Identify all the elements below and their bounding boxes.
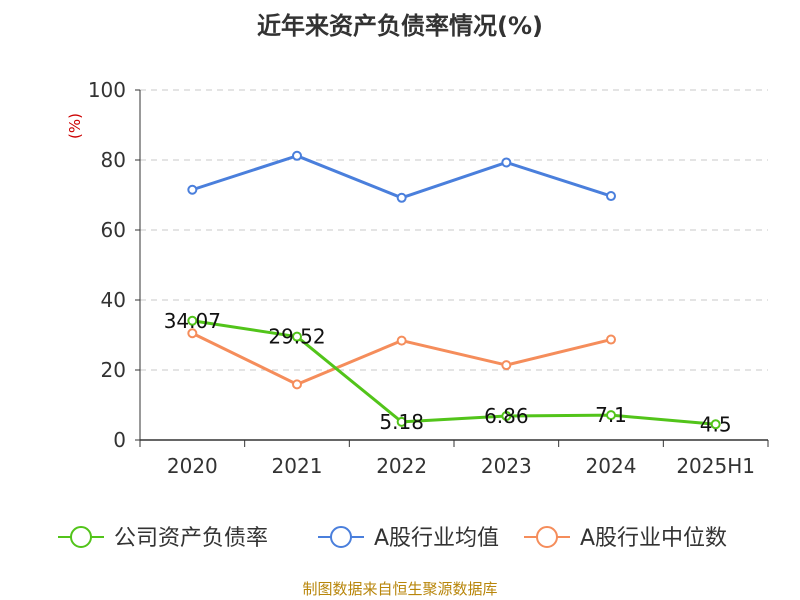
source-footer: 制图数据来自恒生聚源数据库 xyxy=(302,580,498,598)
data-label: 34.07 xyxy=(164,309,221,333)
y-axis-unit: (%) xyxy=(66,113,84,139)
data-point xyxy=(292,150,302,161)
data-label: 29.52 xyxy=(268,325,325,349)
y-tick-label: 20 xyxy=(101,358,126,382)
data-labels: 34.07 29.52 5.18 6.86 7.1 4.5 xyxy=(164,309,732,436)
data-point xyxy=(501,157,512,168)
data-label: 6.86 xyxy=(484,404,529,428)
x-tick-label: 2021 xyxy=(272,454,323,478)
data-point xyxy=(187,328,198,339)
x-tick-label: 2025H1 xyxy=(676,454,755,478)
x-tick-label: 2020 xyxy=(167,454,218,478)
data-point xyxy=(501,360,512,371)
legend: 公司资产负债率 A股行业均值 A股行业中位数 xyxy=(58,526,727,551)
y-tick-label: 0 xyxy=(113,428,126,452)
grid-lines xyxy=(140,89,768,371)
data-point xyxy=(501,410,512,421)
data-point xyxy=(606,191,616,202)
data-point xyxy=(710,419,721,430)
data-point xyxy=(396,192,407,203)
data-point xyxy=(292,379,302,390)
data-label: 7.1 xyxy=(595,403,627,427)
legend-label: A股行业均值 xyxy=(374,526,499,551)
data-point xyxy=(606,334,616,345)
legend-marker xyxy=(70,526,92,548)
y-tick-label: 60 xyxy=(101,218,126,242)
x-tick-label: 2023 xyxy=(481,454,532,478)
data-point xyxy=(187,184,198,195)
x-tick-label: 2024 xyxy=(586,454,637,478)
x-tick-label: 2022 xyxy=(376,454,427,478)
series-lines xyxy=(187,150,721,430)
data-point xyxy=(292,331,302,342)
data-point xyxy=(606,410,616,421)
legend-label: 公司资产负债率 xyxy=(114,526,268,551)
chart-title: 近年来资产负债率情况(%) xyxy=(257,12,543,40)
y-tick-label: 80 xyxy=(101,148,126,172)
y-tick-label: 40 xyxy=(101,288,126,312)
legend-marker xyxy=(536,526,558,548)
data-label: 5.18 xyxy=(379,410,424,434)
legend-label: A股行业中位数 xyxy=(580,526,727,551)
legend-marker xyxy=(330,526,352,548)
data-point xyxy=(396,416,407,427)
data-point xyxy=(396,335,407,346)
series-line-0 xyxy=(192,319,716,426)
data-label: 4.5 xyxy=(700,412,732,436)
series-line-1 xyxy=(191,154,612,200)
axes: 0 20 40 60 80 100(%) 2020 2021 2022 2023 2024 2025H… xyxy=(66,78,769,478)
y-tick-label: 100 xyxy=(88,78,126,102)
data-point xyxy=(187,315,198,326)
